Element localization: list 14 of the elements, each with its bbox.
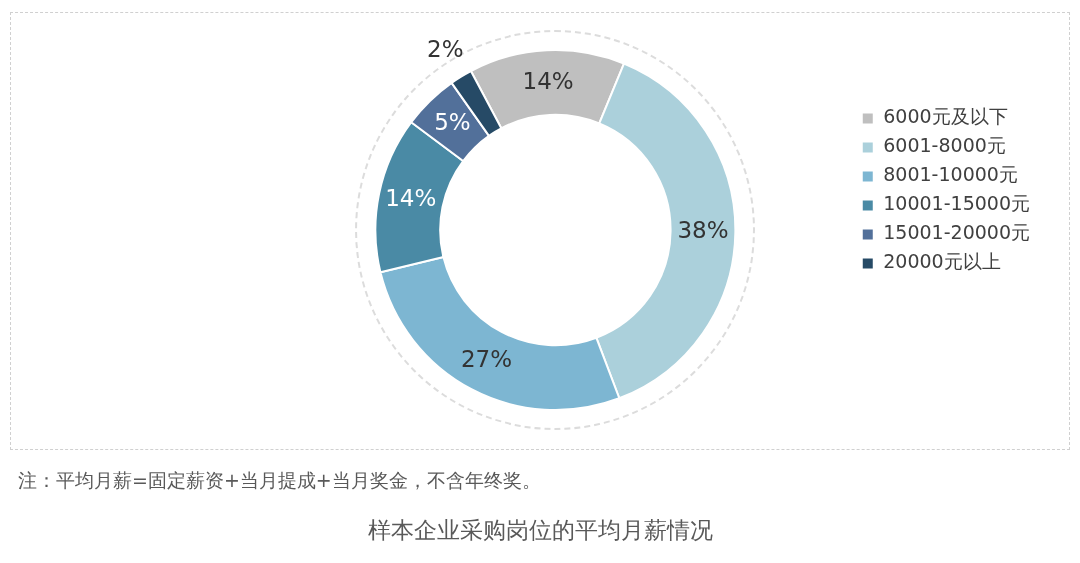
data-label: 14% — [385, 185, 437, 212]
data-label: 38% — [677, 217, 729, 244]
legend-label: 15001-20000元 — [883, 221, 1031, 244]
data-label: 2% — [427, 36, 464, 63]
legend-label: 6001-8000元 — [883, 134, 1006, 157]
text: 样本企业采购岗位的平均月薪情况 — [366, 516, 714, 545]
data-label: 5% — [434, 109, 471, 136]
legend-label: 10001-15000元 — [883, 192, 1031, 215]
text: 注：平均月薪=固定薪资+当月提成+当月奖金，不含年终奖。 — [18, 468, 541, 493]
data-label: 14% — [522, 67, 574, 94]
legend-label: 8001-10000元 — [883, 163, 1018, 186]
legend-label: 6000元及以下 — [883, 105, 1008, 128]
legend-label: 20000元以上 — [883, 250, 1001, 273]
data-label: 27% — [460, 345, 513, 372]
